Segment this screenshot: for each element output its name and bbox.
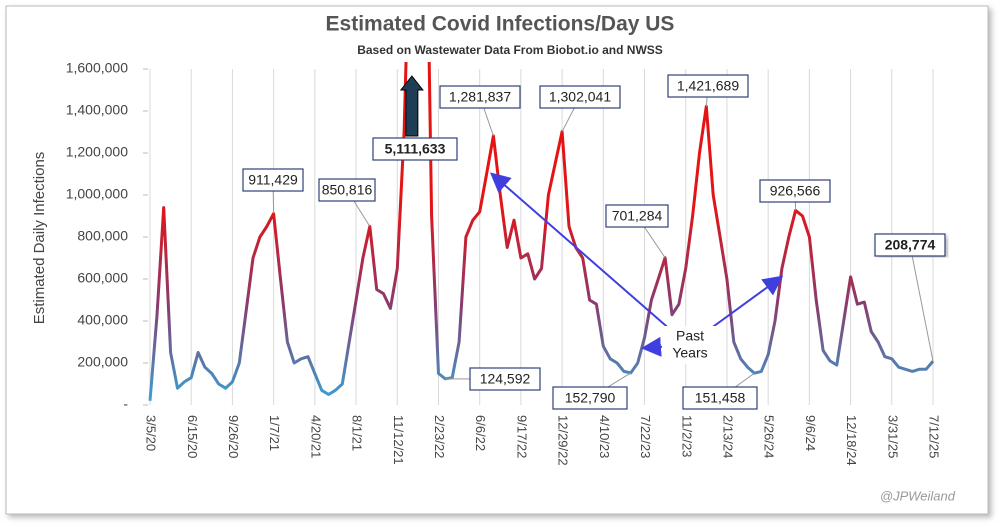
x-tick-label: 4/20/21 <box>308 415 323 458</box>
y-tick-label: 1,200,000 <box>66 144 128 160</box>
value-label: 850,816 <box>322 182 373 198</box>
x-tick-label: 7/12/25 <box>927 415 942 458</box>
y-axis-label: Estimated Daily Infections <box>31 152 48 325</box>
value-label: 1,421,689 <box>677 78 739 94</box>
value-label: 1,281,837 <box>449 89 511 105</box>
y-tick-label: 1,600,000 <box>66 60 128 76</box>
credit: @JPWeiland <box>880 488 956 503</box>
y-tick-label: - <box>123 396 128 412</box>
x-tick-label: 12/29/22 <box>556 415 571 466</box>
x-tick-label: 3/31/25 <box>885 415 900 458</box>
value-label: 1,302,041 <box>549 89 611 105</box>
x-tick-label: 6/15/20 <box>185 415 200 458</box>
y-tick-label: 600,000 <box>77 270 128 286</box>
x-tick-label: 6/6/22 <box>473 415 488 451</box>
x-tick-label: 3/5/20 <box>144 415 159 451</box>
value-label: 5,111,633 <box>385 141 446 157</box>
y-tick-label: 1,400,000 <box>66 102 128 118</box>
y-tick-label: 1,000,000 <box>66 186 128 202</box>
annotation-text: Past <box>676 328 704 344</box>
x-tick-label: 5/26/24 <box>762 415 777 458</box>
x-tick-label: 7/22/23 <box>638 415 653 458</box>
x-tick-label: 9/17/22 <box>514 415 529 458</box>
x-tick-label: 9/6/24 <box>803 415 818 451</box>
chart-title: Estimated Covid Infections/Day US <box>326 13 675 36</box>
value-label: 124,592 <box>480 371 531 387</box>
x-tick-label: 8/1/21 <box>350 415 365 451</box>
x-tick-label: 12/18/24 <box>844 415 859 466</box>
x-tick-label: 11/2/23 <box>679 415 694 457</box>
y-tick-label: 800,000 <box>77 228 128 244</box>
x-tick-label: 11/12/21 <box>391 415 406 465</box>
value-label: 701,284 <box>612 208 663 224</box>
y-tick-label: 400,000 <box>77 312 128 328</box>
value-label: 926,566 <box>770 183 821 199</box>
value-label: 911,429 <box>248 172 298 188</box>
x-tick-label: 9/26/20 <box>226 415 241 458</box>
value-label: 208,774 <box>885 237 936 253</box>
x-tick-label: 2/23/22 <box>432 415 447 458</box>
annotation-text: Years <box>672 345 707 361</box>
value-label: 152,790 <box>565 390 616 406</box>
value-label: 151,458 <box>695 390 746 406</box>
x-tick-label: 2/13/24 <box>721 415 736 458</box>
y-tick-label: 200,000 <box>77 354 128 370</box>
chart-subtitle: Based on Wastewater Data From Biobot.io … <box>357 43 663 57</box>
x-tick-label: 1/7/21 <box>267 415 282 451</box>
x-tick-label: 4/10/23 <box>597 415 612 458</box>
